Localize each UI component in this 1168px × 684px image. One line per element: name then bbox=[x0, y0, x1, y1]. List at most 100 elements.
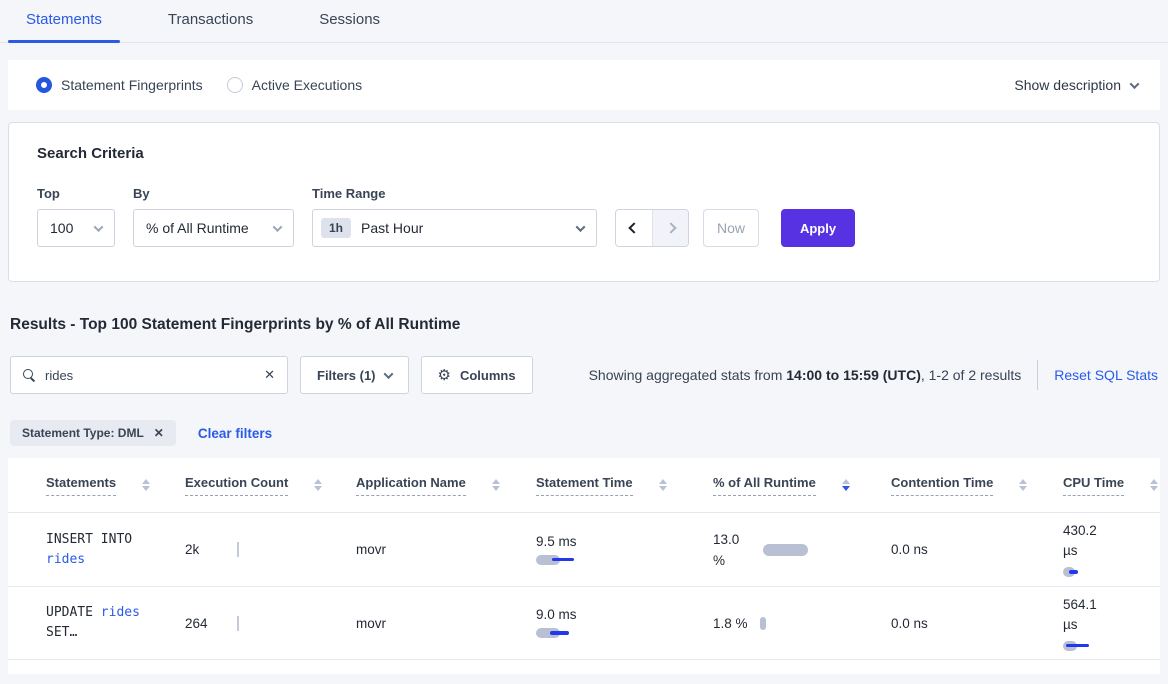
chevron-right-icon bbox=[664, 222, 677, 234]
search-input[interactable] bbox=[45, 367, 256, 383]
statement-time-cell: 9.0 ms bbox=[536, 607, 713, 639]
statement-search-box: ✕ bbox=[10, 356, 288, 394]
sort-icon[interactable] bbox=[1150, 479, 1159, 491]
search-criteria-title: Search Criteria bbox=[37, 145, 144, 162]
columns-button[interactable]: ⚙ Columns bbox=[420, 356, 533, 394]
view-radio-group: Statement Fingerprints Active Executions bbox=[36, 77, 1014, 93]
top-field: Top 100 bbox=[37, 186, 115, 247]
by-select[interactable]: % of All Runtime bbox=[133, 209, 294, 247]
radio-label: Statement Fingerprints bbox=[61, 77, 203, 93]
top-label: Top bbox=[37, 186, 60, 201]
statements-table: Statements Execution Count Application N… bbox=[8, 458, 1160, 674]
stats-time-range: 14:00 to 15:59 (UTC) bbox=[786, 367, 921, 383]
sql-activity-tabbar: Statements Transactions Sessions bbox=[0, 0, 1168, 43]
gear-icon: ⚙ bbox=[437, 367, 451, 384]
by-label: By bbox=[133, 186, 150, 201]
time-range-select[interactable]: 1h Past Hour bbox=[312, 209, 597, 247]
by-value: % of All Runtime bbox=[146, 220, 249, 236]
search-icon bbox=[23, 368, 36, 382]
tab-transactions[interactable]: Transactions bbox=[167, 11, 254, 28]
chevron-down-icon bbox=[93, 221, 104, 232]
cpu-time-cell: 564.1 µs bbox=[1063, 595, 1160, 652]
execution-count-cell: 264 bbox=[185, 615, 356, 631]
application-name-cell: movr bbox=[356, 615, 386, 631]
apply-button[interactable]: Apply bbox=[781, 209, 855, 247]
pct-of-all-runtime-cell: 1.8 % bbox=[713, 616, 891, 631]
sort-icon[interactable] bbox=[491, 479, 500, 491]
results-controls: ✕ Filters (1) ⚙ Columns Showing aggregat… bbox=[10, 356, 1158, 394]
header-pct-of-all-runtime[interactable]: % of All Runtime bbox=[713, 475, 891, 496]
time-range-label: Time Range bbox=[312, 186, 386, 201]
statement-time-cell: 9.5 ms bbox=[536, 534, 713, 566]
radio-label: Active Executions bbox=[251, 77, 363, 93]
sort-icon[interactable] bbox=[142, 479, 151, 491]
filter-chip-label: Statement Type: DML bbox=[22, 426, 144, 440]
header-execution-count[interactable]: Execution Count bbox=[185, 475, 356, 496]
time-range-value: Past Hour bbox=[361, 220, 424, 236]
show-description-toggle[interactable]: Show description bbox=[1014, 77, 1140, 93]
radio-statement-fingerprints[interactable]: Statement Fingerprints bbox=[36, 77, 203, 93]
runtime-bar bbox=[763, 543, 808, 556]
filters-button[interactable]: Filters (1) bbox=[300, 356, 409, 394]
clear-search-icon[interactable]: ✕ bbox=[264, 367, 275, 382]
remove-filter-icon[interactable]: ✕ bbox=[153, 426, 164, 440]
header-application-name[interactable]: Application Name bbox=[356, 475, 536, 496]
execution-count-bar bbox=[237, 542, 239, 557]
statement-link[interactable]: rides bbox=[46, 551, 86, 567]
header-contention-time[interactable]: Contention Time bbox=[891, 475, 1063, 496]
statement-time-bar bbox=[536, 554, 713, 566]
active-filters-row: Statement Type: DML ✕ Clear filters bbox=[10, 420, 1158, 446]
sort-icon[interactable] bbox=[1019, 479, 1028, 491]
statement-link[interactable]: rides bbox=[100, 605, 140, 620]
time-range-badge: 1h bbox=[321, 218, 352, 238]
sort-icon-active-desc[interactable] bbox=[841, 479, 850, 491]
search-criteria-panel: Search Criteria Top 100 By % of All Runt… bbox=[8, 122, 1160, 282]
contention-time-cell: 0.0 ns bbox=[891, 542, 928, 557]
cpu-time-bar bbox=[1063, 566, 1160, 578]
radio-selected-icon bbox=[36, 77, 52, 93]
top-select[interactable]: 100 bbox=[37, 209, 115, 247]
chevron-down-icon bbox=[383, 368, 393, 379]
cpu-time-bar bbox=[1063, 640, 1160, 652]
header-cpu-time[interactable]: CPU Time bbox=[1063, 475, 1160, 496]
sort-icon[interactable] bbox=[314, 479, 323, 491]
aggregated-stats-text: Showing aggregated stats from 14:00 to 1… bbox=[588, 367, 1022, 383]
contention-time-cell: 0.0 ns bbox=[891, 615, 928, 631]
table-row: UPDATE rides SET… 264 movr 9.0 ms 1.8 % … bbox=[8, 587, 1160, 660]
tab-sessions[interactable]: Sessions bbox=[319, 11, 381, 28]
clear-filters-link[interactable]: Clear filters bbox=[197, 425, 273, 441]
chevron-down-icon bbox=[575, 221, 586, 232]
time-nav-arrows bbox=[615, 209, 689, 247]
table-row: INSERT INTO rides 2k movr 9.5 ms 13.0 % … bbox=[8, 513, 1160, 587]
statement-cell: UPDATE rides SET… bbox=[46, 605, 140, 640]
columns-label: Columns bbox=[459, 367, 516, 383]
statement-time-bar bbox=[536, 627, 713, 639]
sort-icon[interactable] bbox=[658, 479, 667, 491]
chevron-down-icon bbox=[272, 221, 283, 232]
radio-active-executions[interactable]: Active Executions bbox=[226, 77, 363, 93]
results-heading: Results - Top 100 Statement Fingerprints… bbox=[10, 316, 461, 333]
pct-of-all-runtime-cell: 13.0 % bbox=[713, 529, 891, 571]
execution-count-bar bbox=[237, 615, 239, 631]
previous-time-button[interactable] bbox=[616, 210, 652, 246]
table-header-row: Statements Execution Count Application N… bbox=[8, 458, 1160, 513]
top-value: 100 bbox=[50, 220, 74, 236]
reset-sql-stats-link[interactable]: Reset SQL Stats bbox=[1054, 367, 1158, 383]
by-field: By % of All Runtime bbox=[133, 186, 294, 247]
divider bbox=[1037, 360, 1039, 390]
filters-label: Filters (1) bbox=[317, 367, 376, 383]
statement-cell: INSERT INTO rides bbox=[46, 531, 133, 567]
chevron-down-icon bbox=[1129, 78, 1140, 89]
view-toggle-bar: Statement Fingerprints Active Executions… bbox=[8, 60, 1160, 110]
now-button[interactable]: Now bbox=[703, 209, 759, 247]
radio-unselected-icon bbox=[226, 77, 243, 93]
show-description-label: Show description bbox=[1014, 77, 1121, 93]
execution-count-cell: 2k bbox=[185, 542, 356, 557]
chevron-left-icon bbox=[628, 222, 640, 234]
header-statement-time[interactable]: Statement Time bbox=[536, 475, 713, 496]
header-statements[interactable]: Statements bbox=[46, 475, 185, 496]
time-range-field: Time Range 1h Past Hour bbox=[312, 186, 597, 247]
tab-statements[interactable]: Statements bbox=[8, 11, 120, 43]
next-time-button[interactable] bbox=[652, 210, 688, 246]
filter-chip-statement-type[interactable]: Statement Type: DML ✕ bbox=[10, 420, 176, 446]
